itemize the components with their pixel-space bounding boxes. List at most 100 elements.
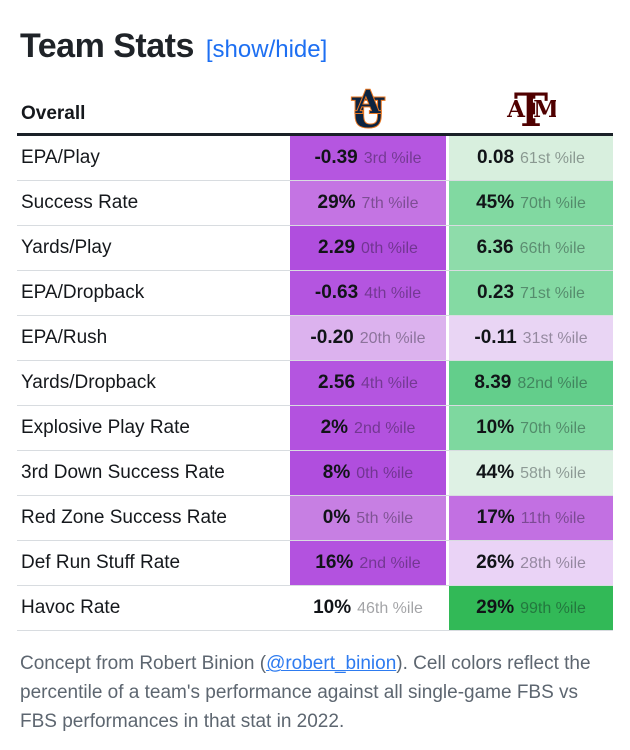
stat-label: Yards/Dropback <box>17 361 290 406</box>
texas-am-stat-percentile: 70th %ile <box>520 195 586 213</box>
auburn-stat-value: 2.56 <box>318 372 356 394</box>
texas-am-stat-cell: 45% 70th %ile <box>449 181 613 226</box>
texas-am-stat-cell: 0.23 71st %ile <box>449 271 613 316</box>
title-row: Team Stats [show/hide] <box>17 27 613 65</box>
svg-text:M: M <box>533 96 556 123</box>
column-gap <box>446 226 449 271</box>
auburn-stat-percentile: 20th %ile <box>359 330 426 348</box>
auburn-stat-value: 16% <box>315 552 354 574</box>
auburn-stat-cell: -0.20 20th %ile <box>290 316 446 361</box>
texas-am-stat-cell: 10% 70th %ile <box>449 406 613 451</box>
auburn-stat-value: 2% <box>320 417 349 439</box>
auburn-stat-percentile: 3rd %ile <box>363 150 422 168</box>
auburn-stat-cell: -0.39 3rd %ile <box>290 136 446 181</box>
column-gap <box>446 316 449 361</box>
stat-label: Havoc Rate <box>17 586 290 631</box>
auburn-stat-percentile: 7th %ile <box>361 195 419 213</box>
stat-label: Success Rate <box>17 181 290 226</box>
auburn-stat-percentile: 2nd %ile <box>359 555 421 573</box>
stat-label: EPA/Rush <box>17 316 290 361</box>
texas-am-stat-value: 26% <box>476 552 515 574</box>
show-hide-toggle[interactable]: [show/hide] <box>205 36 328 63</box>
auburn-au-logo: U A <box>350 82 387 131</box>
texas-am-stat-percentile: 11th %ile <box>520 510 586 528</box>
auburn-stat-value: 10% <box>313 597 352 619</box>
table-row: EPA/Play -0.39 3rd %ile 0.08 61st %ile <box>17 136 613 182</box>
table-row: Explosive Play Rate 2% 2nd %ile 10% 70th… <box>17 406 613 452</box>
auburn-stat-value: 8% <box>322 462 351 484</box>
auburn-stat-cell: 29% 7th %ile <box>290 181 446 226</box>
table-body: EPA/Play -0.39 3rd %ile 0.08 61st %ile S… <box>17 136 613 632</box>
table-row: EPA/Rush -0.20 20th %ile -0.11 31st %ile <box>17 316 613 362</box>
svg-text:U: U <box>351 90 386 131</box>
auburn-stat-percentile: 4th %ile <box>364 285 422 303</box>
texas-am-stat-cell: 26% 28th %ile <box>449 541 613 586</box>
texas-am-stat-cell: 44% 58th %ile <box>449 451 613 496</box>
auburn-stat-value: 0% <box>322 507 351 529</box>
auburn-stat-percentile: 0th %ile <box>356 465 414 483</box>
column-gap <box>446 361 449 406</box>
auburn-stat-value: -0.39 <box>314 147 358 169</box>
auburn-stat-percentile: 46th %ile <box>357 600 423 618</box>
auburn-stat-value: -0.63 <box>314 282 359 304</box>
stat-label: Def Run Stuff Rate <box>17 541 290 586</box>
column-gap <box>446 271 449 316</box>
stat-label: Red Zone Success Rate <box>17 496 290 541</box>
footer-text-after: ). Cell colors reflect the percentile of… <box>20 653 591 733</box>
auburn-stat-value: -0.20 <box>310 327 354 349</box>
auburn-stat-percentile: 5th %ile <box>356 510 414 528</box>
column-gap <box>446 541 449 586</box>
column-gap <box>446 451 449 496</box>
svg-text:T: T <box>514 83 548 131</box>
table-row: Red Zone Success Rate 0% 5th %ile 17% 11… <box>17 496 613 542</box>
auburn-stat-cell: 10% 46th %ile <box>290 586 446 631</box>
robert-binion-link[interactable]: @robert_binion <box>266 653 397 675</box>
auburn-stat-value: 2.29 <box>318 237 356 259</box>
texas-am-stat-cell: 29% 99th %ile <box>449 586 613 631</box>
auburn-stat-value: 29% <box>317 192 356 214</box>
stat-label: Explosive Play Rate <box>17 406 290 451</box>
page-title: Team Stats <box>20 27 194 65</box>
auburn-stat-cell: 0% 5th %ile <box>290 496 446 541</box>
table-row: Success Rate 29% 7th %ile 45% 70th %ile <box>17 181 613 227</box>
texas-am-stat-value: 45% <box>476 192 515 214</box>
table-row: Havoc Rate 10% 46th %ile 29% 99th %ile <box>17 586 613 632</box>
texas-am-stat-percentile: 61st %ile <box>520 150 585 168</box>
column-gap <box>446 496 449 541</box>
team-stats-table: Overall U A T A M <box>17 75 613 632</box>
auburn-stat-cell: 2.56 4th %ile <box>290 361 446 406</box>
texas-am-stat-percentile: 82nd %ile <box>517 375 588 393</box>
texas-am-stat-percentile: 28th %ile <box>520 555 586 573</box>
texas-am-stat-percentile: 71st %ile <box>520 285 585 303</box>
column-gap <box>446 586 449 631</box>
column-gap <box>446 181 449 226</box>
texas-am-stat-cell: 6.36 66th %ile <box>449 226 613 271</box>
svg-text:A: A <box>506 96 526 123</box>
auburn-stat-percentile: 2nd %ile <box>354 420 416 438</box>
texas-am-stat-cell: 17% 11th %ile <box>449 496 613 541</box>
texas-am-stat-percentile: 31st %ile <box>522 330 588 348</box>
table-row: Def Run Stuff Rate 16% 2nd %ile 26% 28th… <box>17 541 613 587</box>
texas-am-stat-value: 10% <box>476 417 515 439</box>
table-header-row: Overall U A T A M <box>17 75 613 137</box>
texas-am-stat-percentile: 66th %ile <box>519 240 586 258</box>
table-row: EPA/Dropback -0.63 4th %ile 0.23 71st %i… <box>17 271 613 317</box>
stat-label: EPA/Play <box>17 136 290 181</box>
auburn-header-cell: U A <box>290 81 446 133</box>
svg-text:A: A <box>355 83 382 121</box>
table-row: 3rd Down Success Rate 8% 0th %ile 44% 58… <box>17 451 613 497</box>
texas-am-stat-percentile: 58th %ile <box>520 465 586 483</box>
footer-note: Concept from Robert Binion (@robert_bini… <box>17 649 613 736</box>
auburn-stat-cell: 2.29 0th %ile <box>290 226 446 271</box>
column-gap <box>446 136 449 181</box>
texas-am-stat-value: 44% <box>476 462 515 484</box>
texas-am-stat-cell: 8.39 82nd %ile <box>449 361 613 406</box>
texas-am-stat-percentile: 70th %ile <box>520 420 586 438</box>
auburn-stat-cell: 16% 2nd %ile <box>290 541 446 586</box>
texas-am-stat-cell: -0.11 31st %ile <box>449 316 613 361</box>
texas-am-atm-logo: T A M <box>506 83 556 131</box>
overall-header-label: Overall <box>21 103 86 125</box>
auburn-stat-percentile: 4th %ile <box>361 375 418 393</box>
stat-label: Yards/Play <box>17 226 290 271</box>
